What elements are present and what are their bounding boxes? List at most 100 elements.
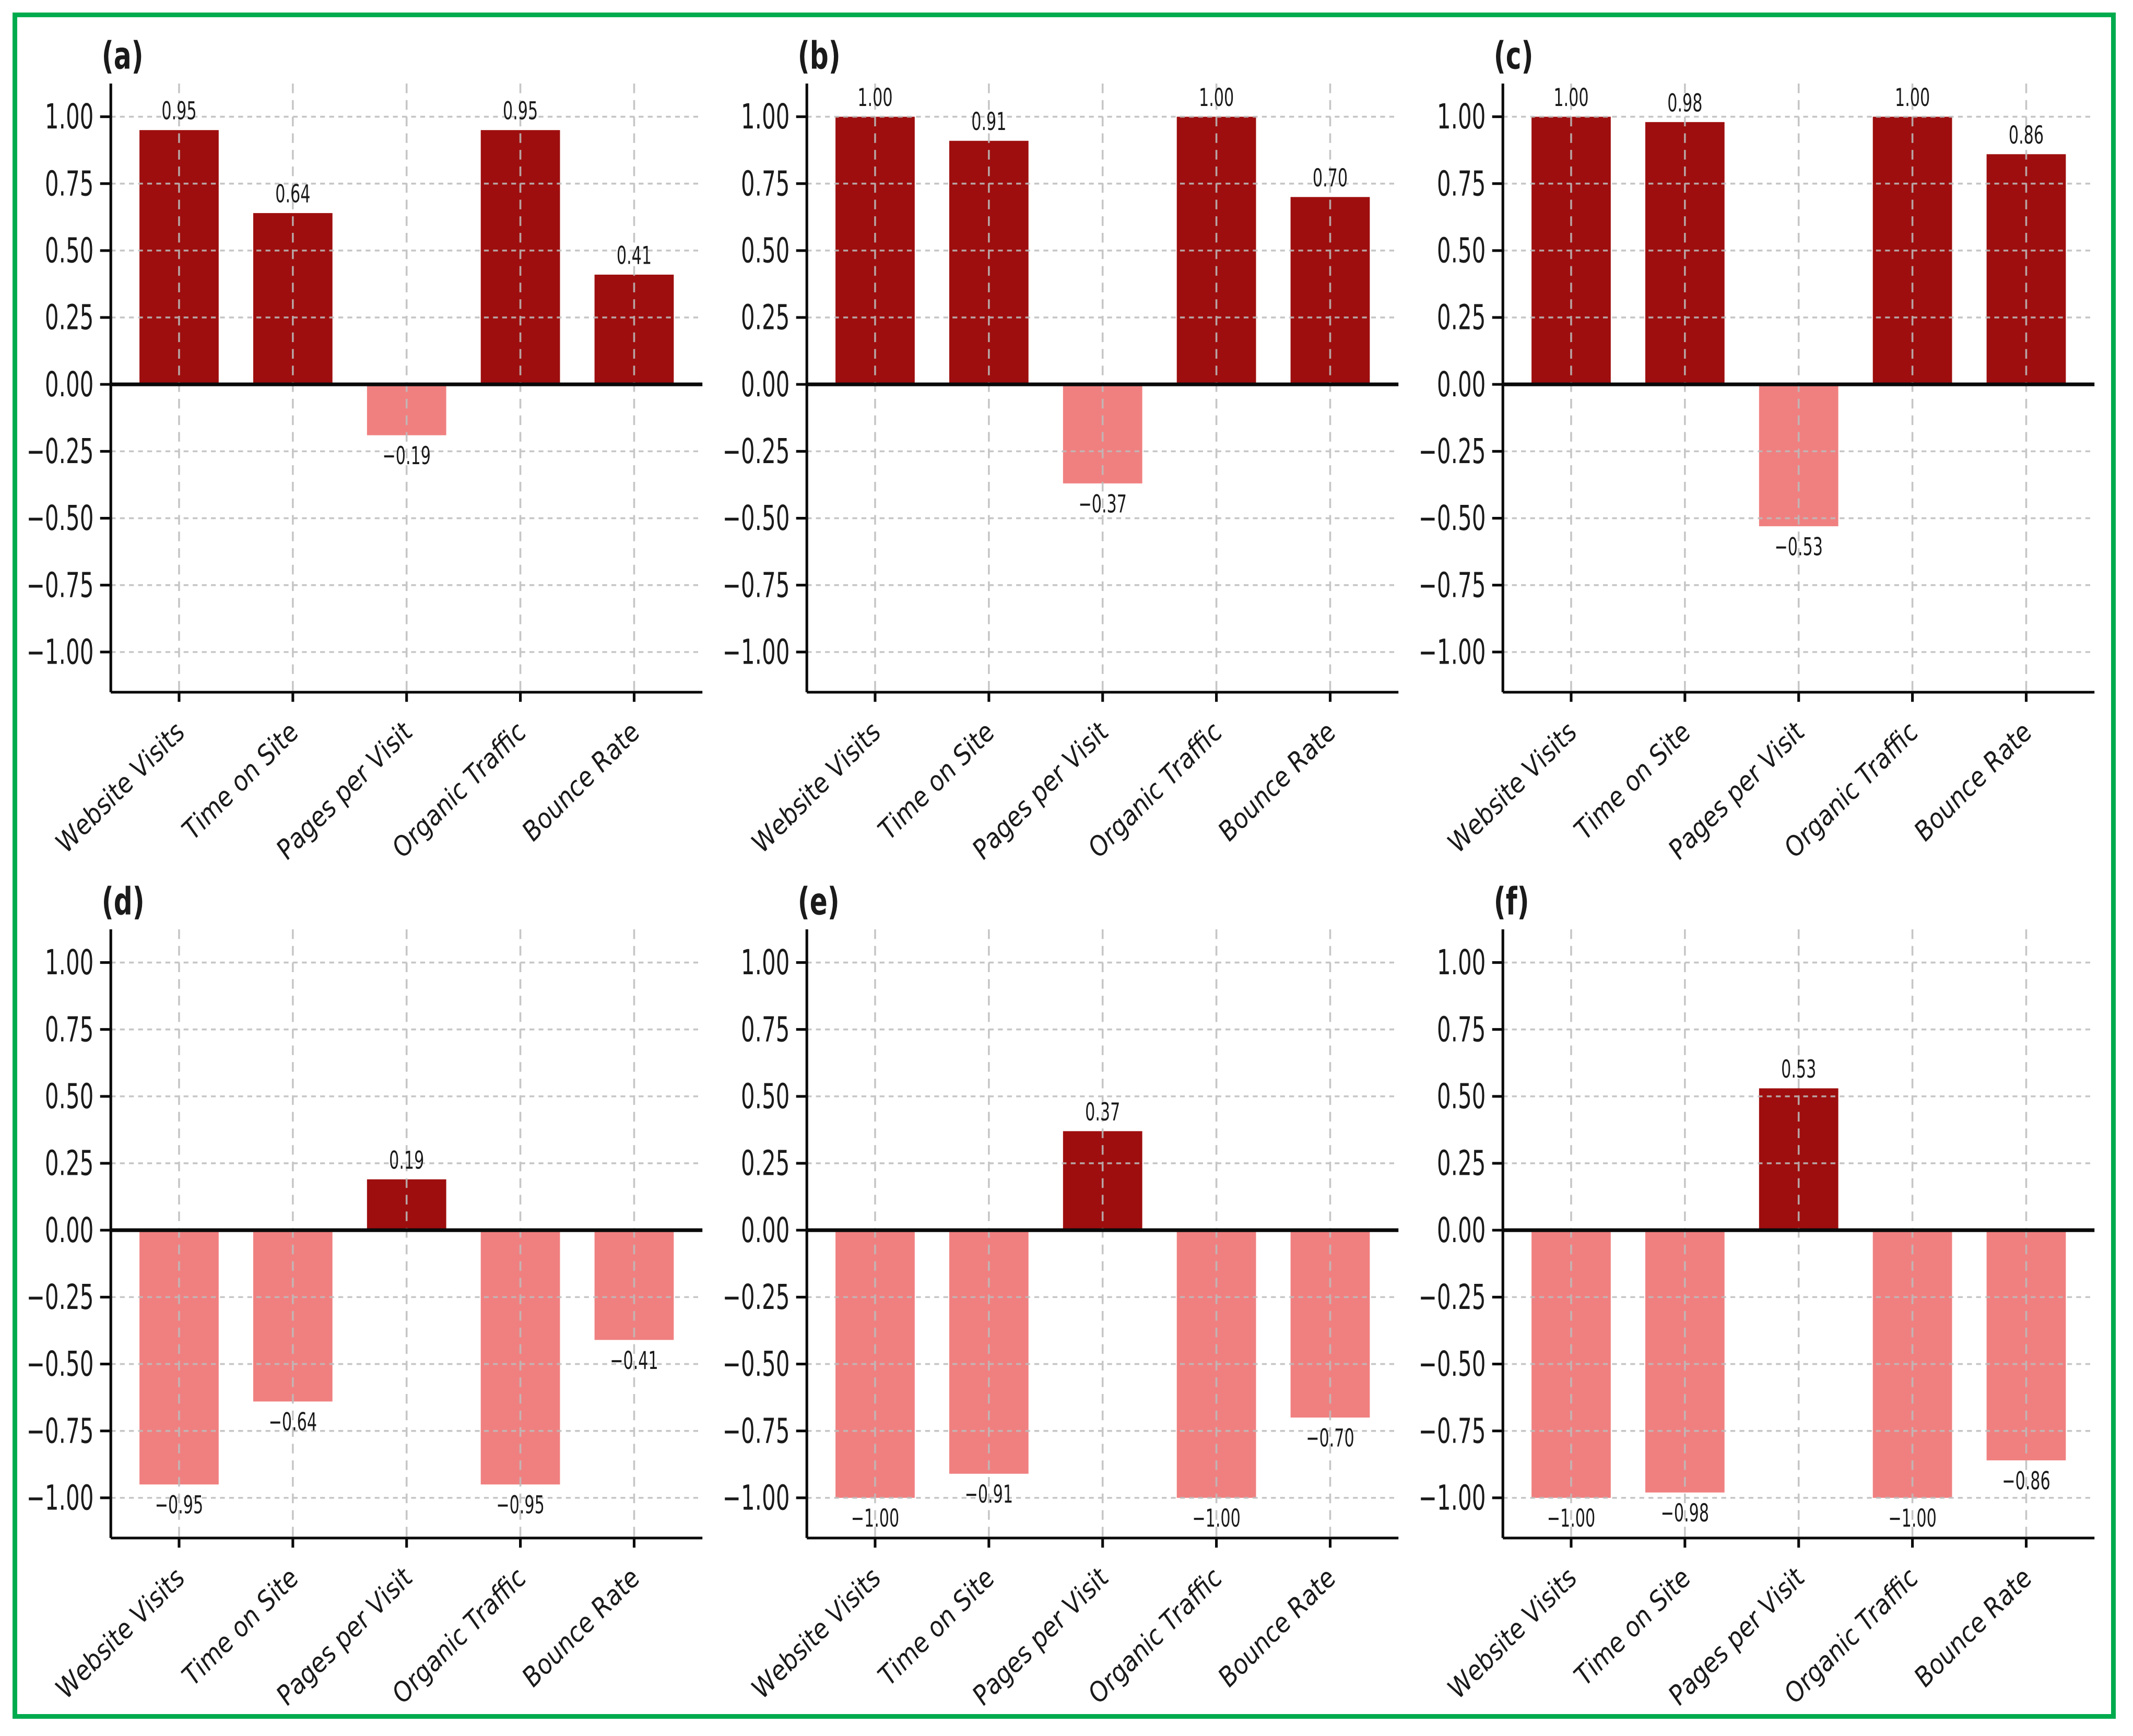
- y-tick-label: 0.00: [45, 365, 94, 405]
- bar-value-label: −1.00: [851, 1504, 899, 1533]
- y-tick-label: −0.50: [1419, 499, 1486, 538]
- panel-label: (a): [102, 33, 144, 77]
- panel-label: (e): [798, 879, 840, 923]
- y-tick-label: 0.75: [741, 164, 790, 204]
- y-tick-label: −0.75: [27, 1411, 94, 1451]
- y-tick-label: 0.00: [741, 365, 790, 405]
- y-tick-label: 0.50: [1437, 1077, 1486, 1116]
- y-tick-label: 0.75: [45, 1010, 94, 1049]
- bar-value-label: 1.00: [1553, 84, 1588, 112]
- y-tick-label: −0.25: [1419, 1278, 1486, 1317]
- y-tick-label: 0.75: [741, 1010, 790, 1049]
- y-tick-label: −0.25: [27, 1278, 94, 1317]
- y-tick-label: 0.00: [1437, 1211, 1486, 1250]
- bar-value-label: −1.00: [1547, 1504, 1595, 1533]
- y-tick-label: −0.50: [723, 499, 790, 538]
- bar-value-label: −0.95: [496, 1491, 544, 1520]
- x-tick-label-time-on-site: Time on Site: [872, 1563, 1001, 1692]
- x-tick-label-time-on-site: Time on Site: [176, 717, 305, 846]
- bar-value-label: −0.98: [1661, 1499, 1709, 1528]
- y-tick-label: 0.00: [1437, 365, 1486, 405]
- panel-label: (d): [102, 879, 145, 923]
- bar-value-label: 0.91: [971, 108, 1006, 136]
- x-tick-label-website-visits: Website Visits: [50, 1563, 192, 1705]
- y-tick-label: 0.50: [1437, 231, 1486, 270]
- x-tick-label-website-visits: Website Visits: [746, 1563, 888, 1705]
- bar-time-on-site: [949, 140, 1029, 385]
- y-tick-label: −1.00: [27, 1478, 94, 1518]
- tick-marks: [100, 115, 636, 702]
- y-tick-label: 1.00: [45, 943, 94, 983]
- chart-panel-e: (e)1.00 0.75 0.50 0.25 0.00 −0.25 −0.50 −0.75 −1…: [723, 879, 1399, 1711]
- y-tick-label: 0.25: [1437, 298, 1486, 338]
- y-tick-label: 0.25: [1437, 1144, 1486, 1184]
- y-tick-label: 1.00: [1437, 943, 1486, 983]
- bar-value-label: 0.86: [2009, 121, 2044, 150]
- y-tick-label: 0.50: [741, 231, 790, 270]
- chart-grid: (a) 1.00 0.75 0.50 0.25 0.00 −0.25 −0.50 −0.75 −1…: [17, 17, 2111, 1714]
- y-tick-label: 1.00: [741, 97, 790, 137]
- x-tick-label-time-on-site: Time on Site: [176, 1563, 305, 1692]
- y-tick-label: −1.00: [1419, 632, 1486, 672]
- bar-value-label: 0.19: [389, 1146, 424, 1175]
- y-tick-label: 1.00: [1437, 97, 1486, 137]
- bar-value-label: −0.19: [382, 442, 430, 470]
- y-tick-label: 0.75: [1437, 1010, 1486, 1049]
- bar-value-label: 0.64: [275, 180, 310, 209]
- bar-website-visits: [139, 1230, 219, 1485]
- y-tick-label: 0.50: [45, 231, 94, 270]
- x-tick-label-bounce-rate: Bounce Rate: [1908, 1563, 2038, 1693]
- bar-pages-per-visit: [367, 384, 446, 435]
- y-tick-label: 0.25: [741, 298, 790, 338]
- tick-marks: [796, 115, 1332, 702]
- y-tick-label: −0.75: [1419, 1411, 1486, 1451]
- y-tick-label: −1.00: [723, 1478, 790, 1518]
- y-tick-label: −1.00: [1419, 1478, 1486, 1518]
- tick-marks: [100, 961, 636, 1548]
- y-tick-label: −0.50: [27, 499, 94, 538]
- y-tick-label: 0.75: [1437, 164, 1486, 204]
- panel-label: (b): [798, 33, 841, 77]
- bar-value-label: 0.95: [503, 97, 538, 126]
- bar-value-label: −0.86: [2002, 1467, 2050, 1495]
- chart-panel-c: (c)1.000.750.500.250.00−0.25−0.50−0.75−1…: [1419, 33, 2095, 865]
- bar-value-label: 0.98: [1667, 89, 1702, 117]
- bar-value-label: −0.95: [155, 1491, 203, 1520]
- bar-value-label: 0.70: [1313, 164, 1348, 193]
- y-tick-label: −0.25: [723, 432, 790, 471]
- panel-label: (c): [1494, 33, 1534, 77]
- x-tick-label-bounce-rate: Bounce Rate: [1212, 1563, 1342, 1693]
- bar-value-label: 1.00: [1199, 84, 1234, 112]
- x-tick-label-time-on-site: Time on Site: [1568, 717, 1697, 846]
- x-tick-label-website-visits: Website Visits: [1442, 717, 1584, 859]
- y-tick-label: −1.00: [723, 632, 790, 672]
- bar-value-label: −0.41: [610, 1347, 658, 1375]
- bar-value-label: −1.00: [1192, 1504, 1240, 1533]
- bar-value-label: −0.37: [1078, 490, 1126, 518]
- y-tick-label: 1.00: [45, 97, 94, 137]
- bar-value-label: −0.91: [965, 1480, 1013, 1509]
- bar-value-label: 0.95: [161, 97, 196, 126]
- bar-value-label: 0.53: [1781, 1055, 1816, 1084]
- x-tick-label-time-on-site: Time on Site: [1568, 1563, 1697, 1692]
- panel-label: (f): [1494, 879, 1529, 923]
- y-tick-label: −0.50: [723, 1344, 790, 1384]
- bar-value-label: −0.53: [1774, 533, 1822, 561]
- y-tick-label: 0.75: [45, 164, 94, 204]
- tick-marks: [1492, 115, 2028, 702]
- x-tick-label-website-visits: Website Visits: [50, 717, 192, 859]
- bar-value-label: −0.64: [269, 1408, 317, 1437]
- bar-bounce-rate: [1290, 1230, 1370, 1418]
- y-tick-label: −0.25: [27, 432, 94, 471]
- x-tick-label-time-on-site: Time on Site: [872, 717, 1001, 846]
- x-tick-label-bounce-rate: Bounce Rate: [516, 1563, 646, 1693]
- y-tick-label: 1.00: [741, 943, 790, 983]
- y-tick-label: −0.25: [723, 1278, 790, 1317]
- gridlines: [1503, 929, 2095, 1538]
- y-tick-label: 0.25: [45, 298, 94, 338]
- y-tick-label: 0.25: [45, 1144, 94, 1184]
- figure-border: (a) 1.00 0.75 0.50 0.25 0.00 −0.25 −0.50 −0.75 −1…: [13, 13, 2116, 1719]
- bar-value-label: −1.00: [1888, 1504, 1936, 1533]
- bar-value-label: 0.41: [617, 242, 652, 270]
- y-tick-label: −0.25: [1419, 432, 1486, 471]
